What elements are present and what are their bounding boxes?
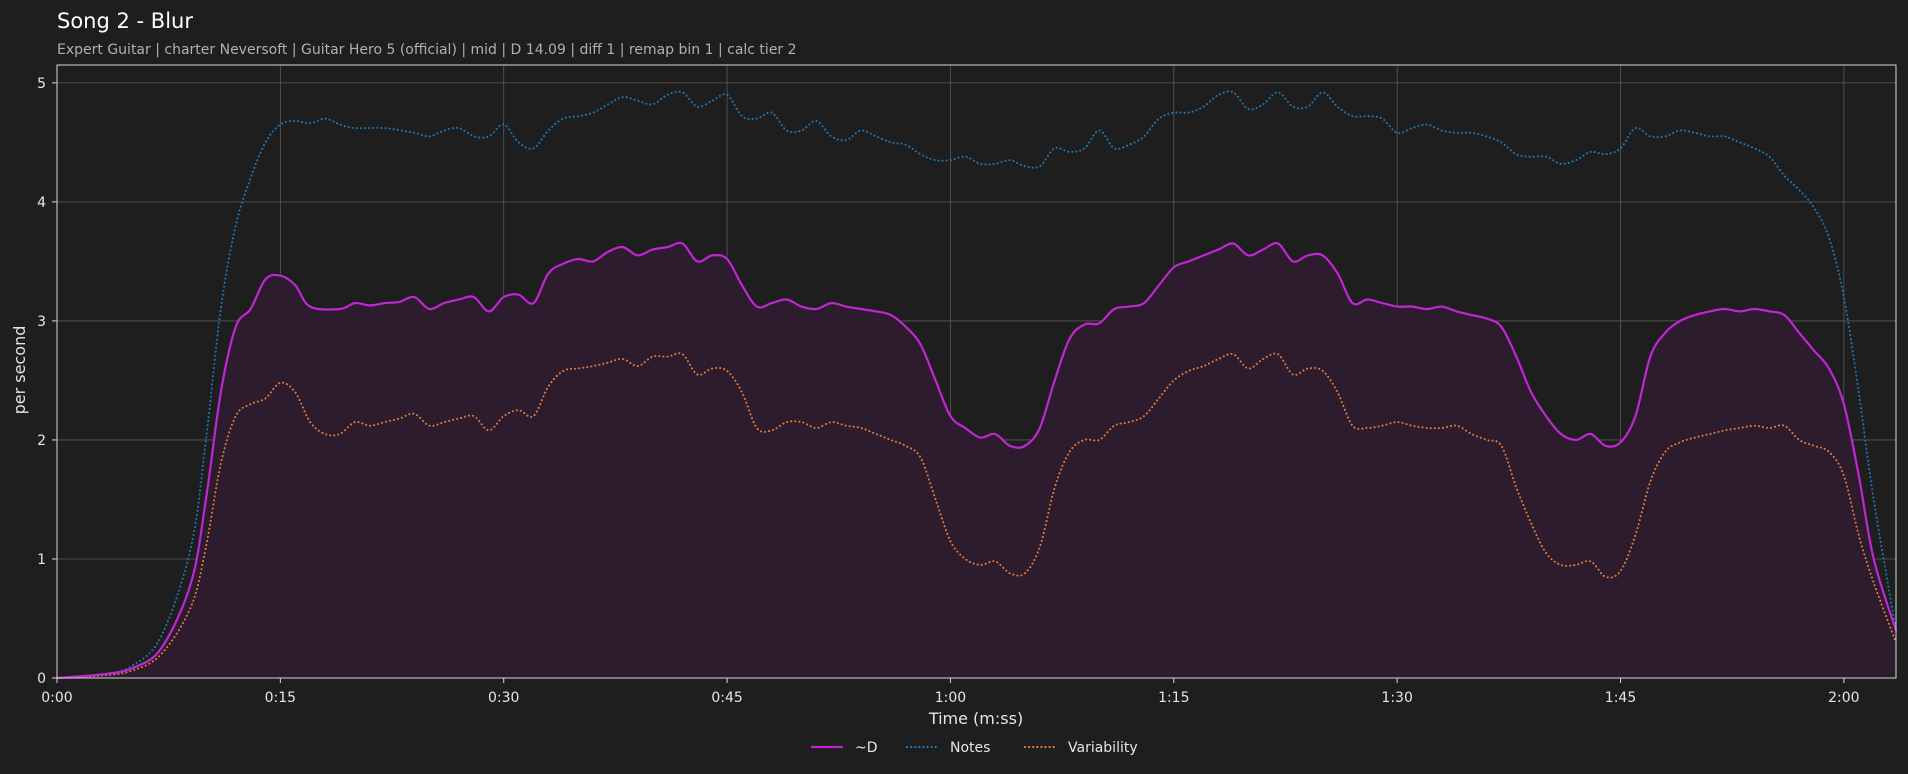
y-tick-label: 1 (37, 552, 46, 568)
x-tick-label: 0:30 (488, 690, 519, 706)
y-tick-label: 4 (37, 195, 46, 211)
x-tick-label: 0:15 (265, 690, 296, 706)
x-tick-label: 0:00 (41, 690, 72, 706)
x-axis-ticks: 0:00 0:15 0:30 0:45 1:00 1:15 1:30 1:45 2:00 (41, 678, 1860, 706)
series-line-2 (56, 352, 1897, 679)
legend-label: ~D (855, 740, 878, 756)
x-tick-label: 0:45 (711, 690, 742, 706)
y-axis-ticks: 0 1 2 3 4 5 (37, 76, 57, 687)
series-line-1 (56, 90, 1897, 679)
chart-subtitle: Expert Guitar | charter Neversoft | Guit… (57, 42, 797, 58)
y-tick-label: 3 (37, 314, 46, 330)
series-area-fill (57, 242, 1896, 678)
legend-label: Notes (950, 740, 990, 756)
series-line-0 (55, 241, 1898, 680)
x-tick-label: 1:30 (1381, 690, 1412, 706)
x-axis-label: Time (m:ss) (928, 709, 1023, 728)
y-tick-label: 2 (37, 433, 46, 449)
x-tick-label: 1:15 (1158, 690, 1189, 706)
y-axis-label: per second (10, 326, 29, 415)
x-tick-label: 2:00 (1828, 690, 1859, 706)
legend: ~D Notes Variability (810, 740, 1138, 756)
y-tick-label: 5 (37, 76, 46, 92)
x-tick-label: 1:45 (1605, 690, 1636, 706)
series-layer (55, 90, 1898, 680)
chart-title: Song 2 - Blur (57, 9, 193, 33)
plot-area (55, 64, 1898, 680)
plot-frame (56, 64, 1897, 679)
x-tick-label: 1:00 (935, 690, 966, 706)
legend-label: Variability (1068, 740, 1138, 756)
y-tick-label: 0 (37, 671, 46, 687)
